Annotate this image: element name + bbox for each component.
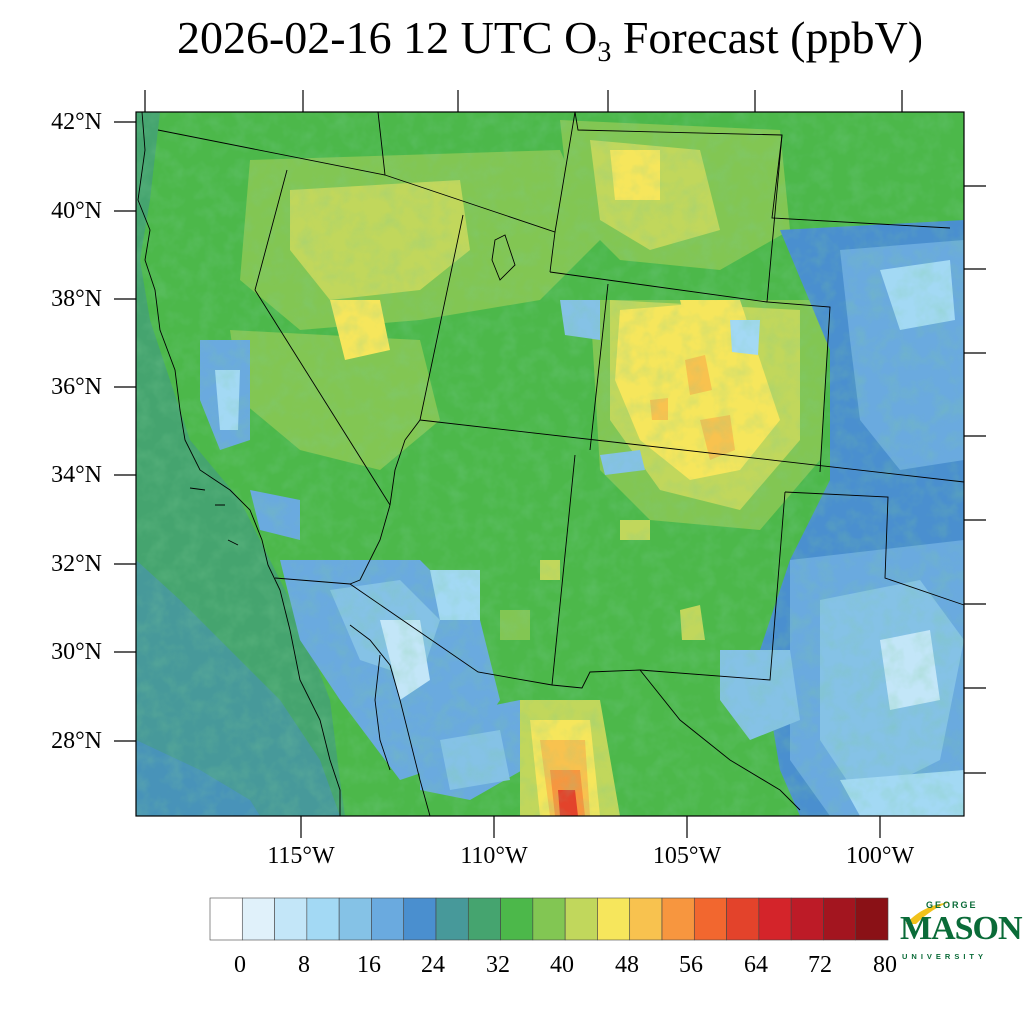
lat-label-30n: 30°N <box>51 639 102 665</box>
colorbar-swatch <box>758 897 792 941</box>
lon-label-100w: 100°W <box>845 843 915 869</box>
colorbar-label: 16 <box>357 952 381 978</box>
colorbar-label: 72 <box>808 952 832 978</box>
logo-swoosh-icon <box>906 902 950 924</box>
colorbar-label: 8 <box>298 952 310 978</box>
map-title: 2026-02-16 12 UTC O3 Forecast (ppbV) <box>176 12 924 68</box>
colorbar-label: 40 <box>550 952 574 978</box>
colorbar-swatch <box>435 897 469 941</box>
colorbar-swatch <box>338 897 372 941</box>
colorbar-swatch <box>532 897 566 941</box>
lon-label-105w: 105°W <box>652 843 722 869</box>
colorbar-label: 32 <box>486 952 510 978</box>
logo-line-university: UNIVERSITY <box>902 952 988 961</box>
colorbar-swatch <box>209 897 243 941</box>
colorbar-label: 80 <box>873 952 897 978</box>
colorbar-swatch <box>661 897 695 941</box>
lon-ticks <box>300 816 881 838</box>
colorbar-swatch <box>693 897 727 941</box>
colorbar <box>209 897 889 941</box>
colorbar-swatch <box>403 897 437 941</box>
lat-ticks <box>114 121 136 742</box>
top-ticks <box>144 90 903 112</box>
lon-label-115w: 115°W <box>267 843 335 869</box>
lat-label-28n: 28°N <box>51 728 102 754</box>
lat-label-34n: 34°N <box>51 462 102 488</box>
lat-label-40n: 40°N <box>51 198 102 224</box>
coastline <box>137 111 516 817</box>
lat-label-38n: 38°N <box>51 286 102 312</box>
logo-line-george: GEORGE <box>926 900 978 910</box>
colorbar-swatch <box>823 897 857 941</box>
colorbar-swatch <box>500 897 534 941</box>
colorbar-swatch <box>629 897 663 941</box>
colorbar-swatch <box>306 897 340 941</box>
lat-label-36n: 36°N <box>51 374 102 400</box>
colorbar-label: 56 <box>679 952 703 978</box>
plot-frame <box>135 111 965 817</box>
colorbar-label: 0 <box>234 952 246 978</box>
lat-label-42n: 42°N <box>51 109 102 135</box>
george-mason-logo: GEORGE MASON UNIVERSITY <box>898 896 1023 968</box>
lon-label-110w: 110°W <box>460 843 528 869</box>
lat-label-32n: 32°N <box>51 551 102 577</box>
colorbar-swatch <box>564 897 598 941</box>
colorbar-swatch <box>274 897 308 941</box>
colorbar-label: 48 <box>615 952 639 978</box>
ozone-field <box>136 112 964 816</box>
colorbar-label: 24 <box>421 952 445 978</box>
state-boundaries <box>157 111 965 811</box>
colorbar-swatch <box>597 897 631 941</box>
colorbar-label: 64 <box>744 952 768 978</box>
colorbar-swatch <box>726 897 760 941</box>
colorbar-swatch <box>371 897 405 941</box>
colorbar-swatch <box>467 897 501 941</box>
right-ticks <box>964 185 986 774</box>
colorbar-swatch <box>790 897 824 941</box>
colorbar-swatch <box>241 897 275 941</box>
colorbar-swatch <box>855 897 889 941</box>
logo-line-mason: MASON <box>900 910 1023 947</box>
